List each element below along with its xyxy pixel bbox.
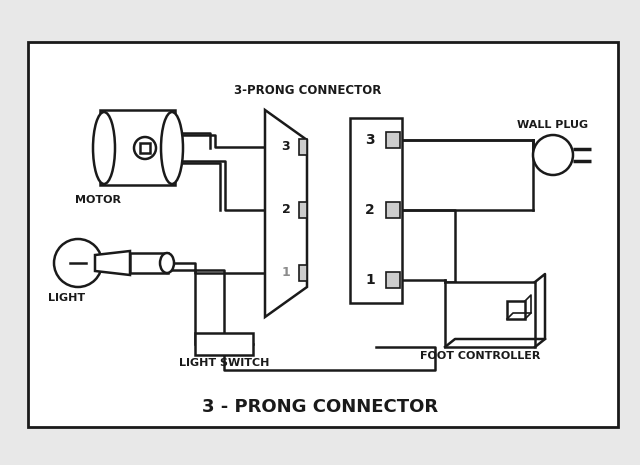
Text: 3: 3 bbox=[282, 140, 291, 153]
Circle shape bbox=[54, 239, 102, 287]
Bar bbox=[140, 143, 150, 153]
Bar bbox=[299, 202, 307, 218]
Text: 1: 1 bbox=[282, 266, 291, 279]
Bar bbox=[100, 110, 175, 185]
Text: LIGHT: LIGHT bbox=[48, 293, 85, 303]
Text: 3 - PRONG CONNECTOR: 3 - PRONG CONNECTOR bbox=[202, 398, 438, 416]
Bar bbox=[130, 253, 168, 273]
Ellipse shape bbox=[93, 112, 115, 184]
Text: LIGHT SWITCH: LIGHT SWITCH bbox=[179, 358, 269, 368]
Text: WALL PLUG: WALL PLUG bbox=[517, 120, 589, 130]
Text: 3-PRONG CONNECTOR: 3-PRONG CONNECTOR bbox=[234, 84, 381, 97]
Text: 2: 2 bbox=[365, 203, 375, 217]
Text: 3: 3 bbox=[365, 133, 375, 147]
Bar bbox=[507, 301, 525, 319]
Bar bbox=[299, 265, 307, 281]
Bar bbox=[386, 202, 400, 218]
Bar bbox=[386, 272, 400, 288]
Polygon shape bbox=[265, 110, 307, 317]
Bar bbox=[299, 139, 307, 155]
Bar bbox=[350, 118, 402, 303]
Circle shape bbox=[533, 135, 573, 175]
Text: 1: 1 bbox=[365, 273, 375, 287]
Ellipse shape bbox=[160, 253, 174, 273]
Circle shape bbox=[134, 137, 156, 159]
Bar bbox=[28, 42, 618, 427]
Polygon shape bbox=[95, 251, 130, 275]
Text: 2: 2 bbox=[282, 204, 291, 217]
Text: FOOT CONTROLLER: FOOT CONTROLLER bbox=[420, 351, 540, 361]
Text: MOTOR: MOTOR bbox=[75, 195, 121, 205]
Bar bbox=[195, 333, 253, 355]
Bar bbox=[386, 132, 400, 148]
Ellipse shape bbox=[161, 112, 183, 184]
Bar bbox=[445, 282, 535, 347]
